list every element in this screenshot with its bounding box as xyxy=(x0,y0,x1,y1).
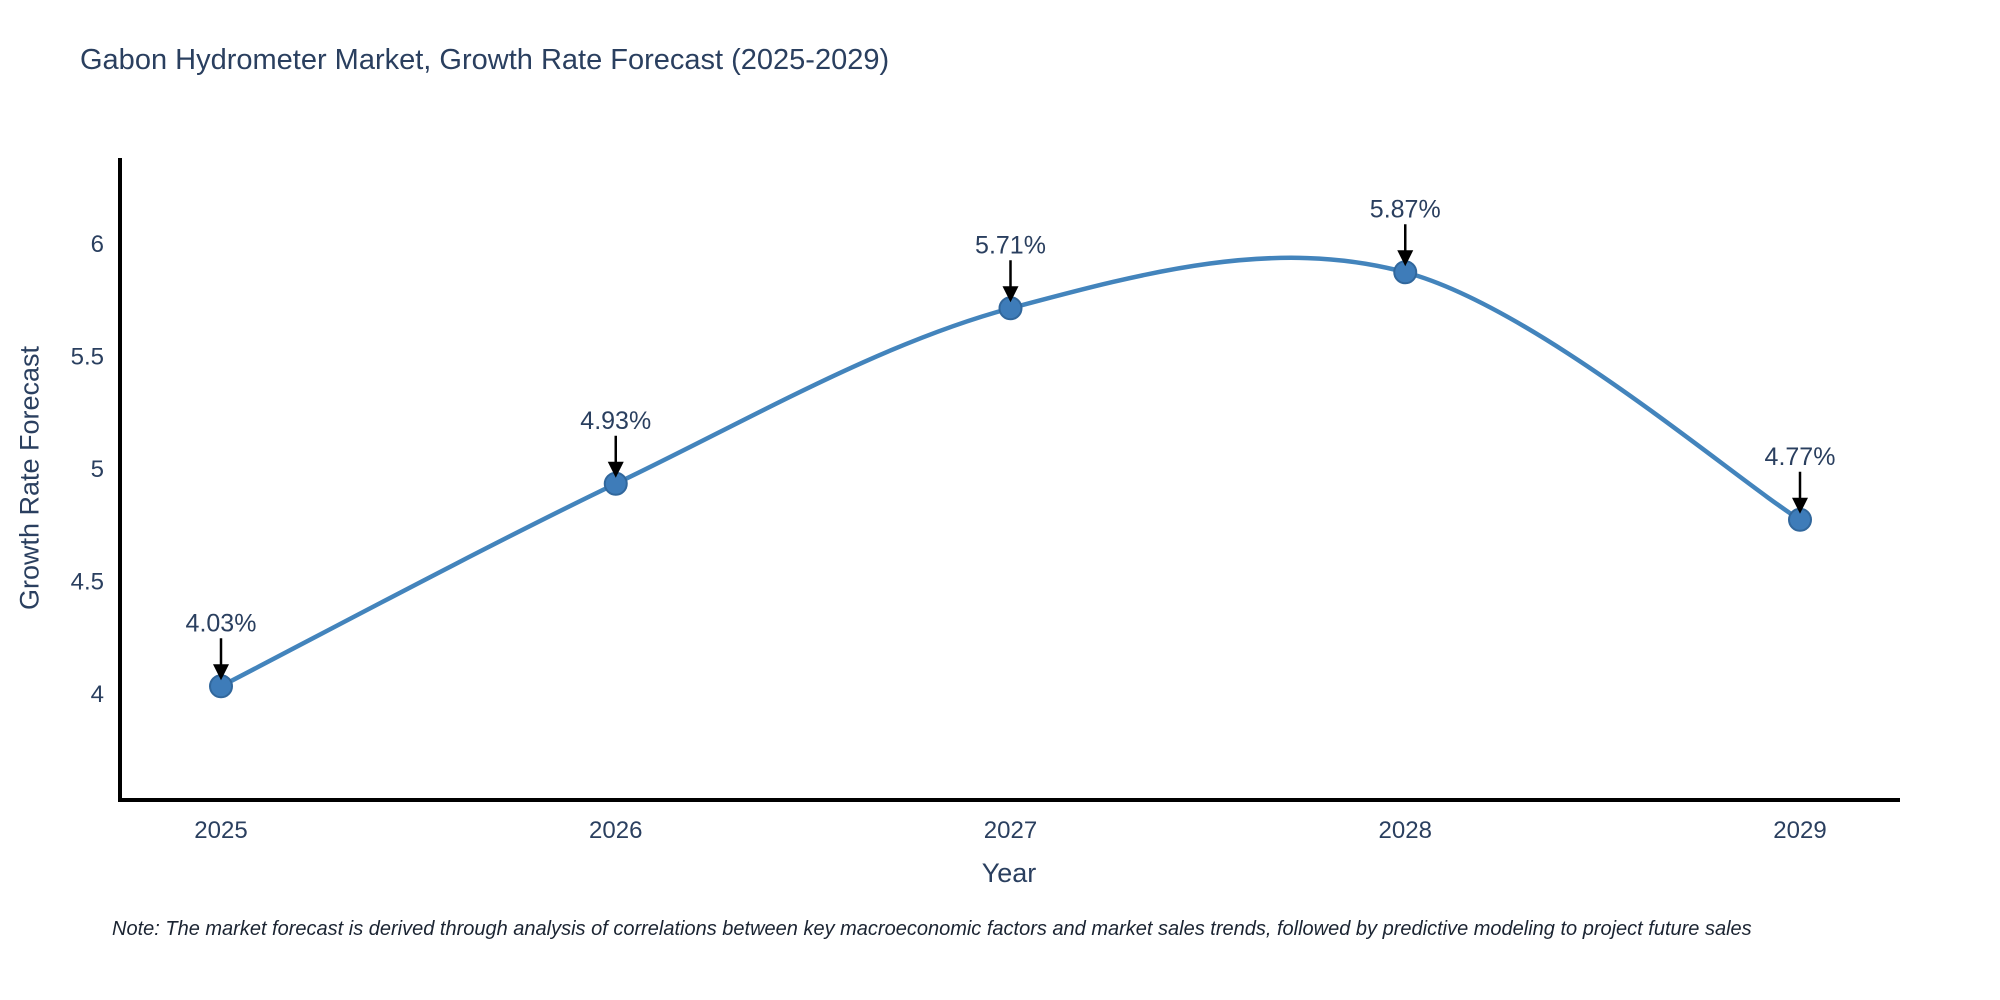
point-value-label: 4.03% xyxy=(186,609,257,637)
annotation-arrow-head xyxy=(213,664,229,681)
x-tick-label: 2029 xyxy=(1773,817,1826,844)
y-tick-label: 5 xyxy=(91,456,104,483)
y-tick-label: 5.5 xyxy=(71,344,104,371)
point-value-label: 5.87% xyxy=(1370,195,1441,223)
annotation-arrow-head xyxy=(1792,497,1808,514)
annotation-arrow-head xyxy=(1002,286,1019,303)
annotation-arrow-head xyxy=(1397,250,1414,267)
trend-line xyxy=(218,255,1803,689)
x-tick-label: 2025 xyxy=(194,817,247,844)
footnote-text: Note: The market forecast is derived thr… xyxy=(112,918,1752,940)
annotation-arrow-head xyxy=(607,461,624,478)
y-tick-label: 6 xyxy=(91,231,104,258)
point-value-label: 4.93% xyxy=(580,407,651,435)
x-tick-label: 2028 xyxy=(1379,817,1432,844)
x-tick-label: 2026 xyxy=(589,817,642,844)
point-value-label: 5.71% xyxy=(975,231,1046,259)
chart-title: Gabon Hydrometer Market, Growth Rate For… xyxy=(80,44,890,76)
x-axis-title: Year xyxy=(981,858,1037,888)
y-tick-label: 4.5 xyxy=(71,569,104,596)
point-value-label: 4.77% xyxy=(1765,443,1836,471)
x-tick-label: 2027 xyxy=(984,817,1037,844)
y-tick-label: 4 xyxy=(91,681,104,708)
